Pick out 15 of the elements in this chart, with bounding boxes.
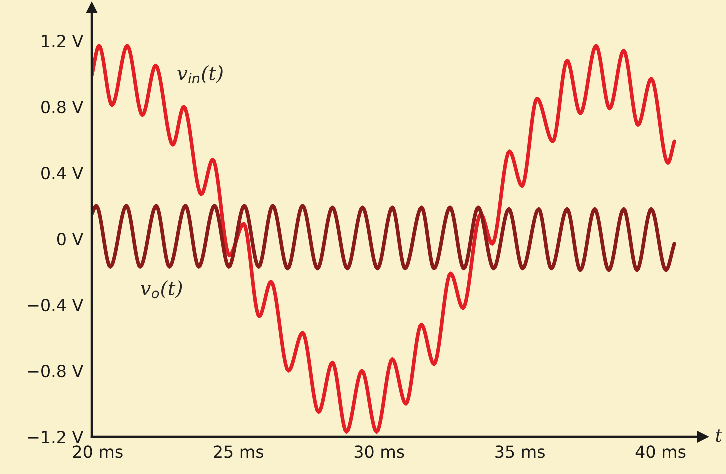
y-tick-label: 0 V xyxy=(57,232,84,246)
y-tick-label: −1.2 V xyxy=(28,430,84,444)
y-tick-label: 0.4 V xyxy=(42,166,84,180)
annotation: v$_{in}$(t) xyxy=(178,66,223,84)
y-tick-label: −0.4 V xyxy=(28,298,84,312)
x-tick-label: 30 ms xyxy=(354,446,404,458)
y-tick-label: −0.8 V xyxy=(28,364,84,378)
annotation: v$_{o}$(t) xyxy=(141,280,182,299)
x-axis-title: t xyxy=(716,430,722,442)
x-tick-label: 25 ms xyxy=(214,446,264,458)
x-tick-label: 40 ms xyxy=(636,446,686,458)
y-tick-label: 0.8 V xyxy=(42,100,84,114)
y-tick-label: 1.2 V xyxy=(42,34,84,48)
x-tick-label: 20 ms xyxy=(73,446,123,458)
x-tick-label: 35 ms xyxy=(496,446,545,458)
